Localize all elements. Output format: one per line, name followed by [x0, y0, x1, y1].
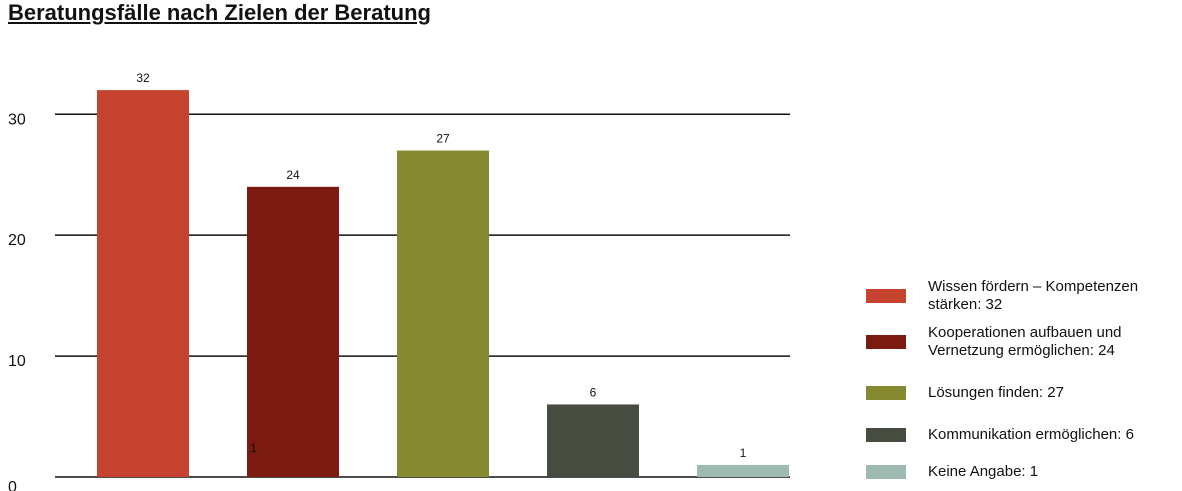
value-label: 32: [136, 71, 150, 85]
legend-item: Keine Angabe: 1: [866, 463, 1178, 481]
bar: [97, 90, 189, 477]
value-label: 1: [740, 446, 747, 460]
legend-swatch: [866, 386, 906, 400]
y-tick-label: 10: [8, 353, 26, 370]
legend-label: Kooperationen aufbauen und Vernetzung er…: [928, 324, 1122, 359]
bar: [547, 404, 639, 477]
chart-title: Beratungsfälle nach Zielen der Beratung: [8, 0, 431, 25]
legend-swatch: [866, 289, 906, 303]
bar: [247, 186, 339, 477]
legend-label: Kommunikation ermöglichen: 6: [928, 426, 1134, 443]
legend-label: Lösungen finden: 27: [928, 384, 1064, 401]
bar: [697, 464, 789, 477]
legend-swatch: [866, 465, 906, 479]
y-tick-label: 20: [8, 232, 26, 249]
legend-item: Kooperationen aufbauen und Vernetzung er…: [866, 324, 1178, 360]
legend-swatch: [866, 335, 906, 349]
legend-item: Wissen fördern – Kompetenzen stärken: 32: [866, 278, 1178, 314]
legend-item: Kommunikation ermöglichen: 6: [866, 426, 1178, 444]
bar: [397, 150, 489, 477]
y-tick-label: 30: [8, 111, 26, 128]
legend-label: Keine Angabe: 1: [928, 463, 1039, 480]
value-label: 24: [286, 168, 300, 182]
value-label: 27: [436, 132, 450, 146]
legend-label: Wissen fördern – Kompetenzen stärken: 32: [928, 278, 1139, 313]
value-label: 6: [590, 385, 597, 399]
y-tick-label: 0: [8, 479, 17, 491]
legend-swatch: [866, 428, 906, 442]
annotation: 1: [250, 441, 257, 455]
legend-item: Lösungen finden: 27: [866, 384, 1178, 402]
